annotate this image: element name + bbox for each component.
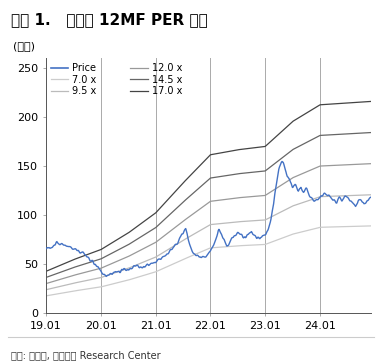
Text: 자료: 덴티움, 대신증권 Research Center: 자료: 덴티움, 대신증권 Research Center <box>11 351 161 360</box>
Text: (천원): (천원) <box>13 41 36 51</box>
Text: 그림 1.   덴티움 12MF PER 추이: 그림 1. 덴티움 12MF PER 추이 <box>11 12 208 28</box>
Legend: Price, 7.0 x, 9.5 x, 12.0 x, 14.5 x, 17.0 x: Price, 7.0 x, 9.5 x, 12.0 x, 14.5 x, 17.… <box>51 63 182 96</box>
